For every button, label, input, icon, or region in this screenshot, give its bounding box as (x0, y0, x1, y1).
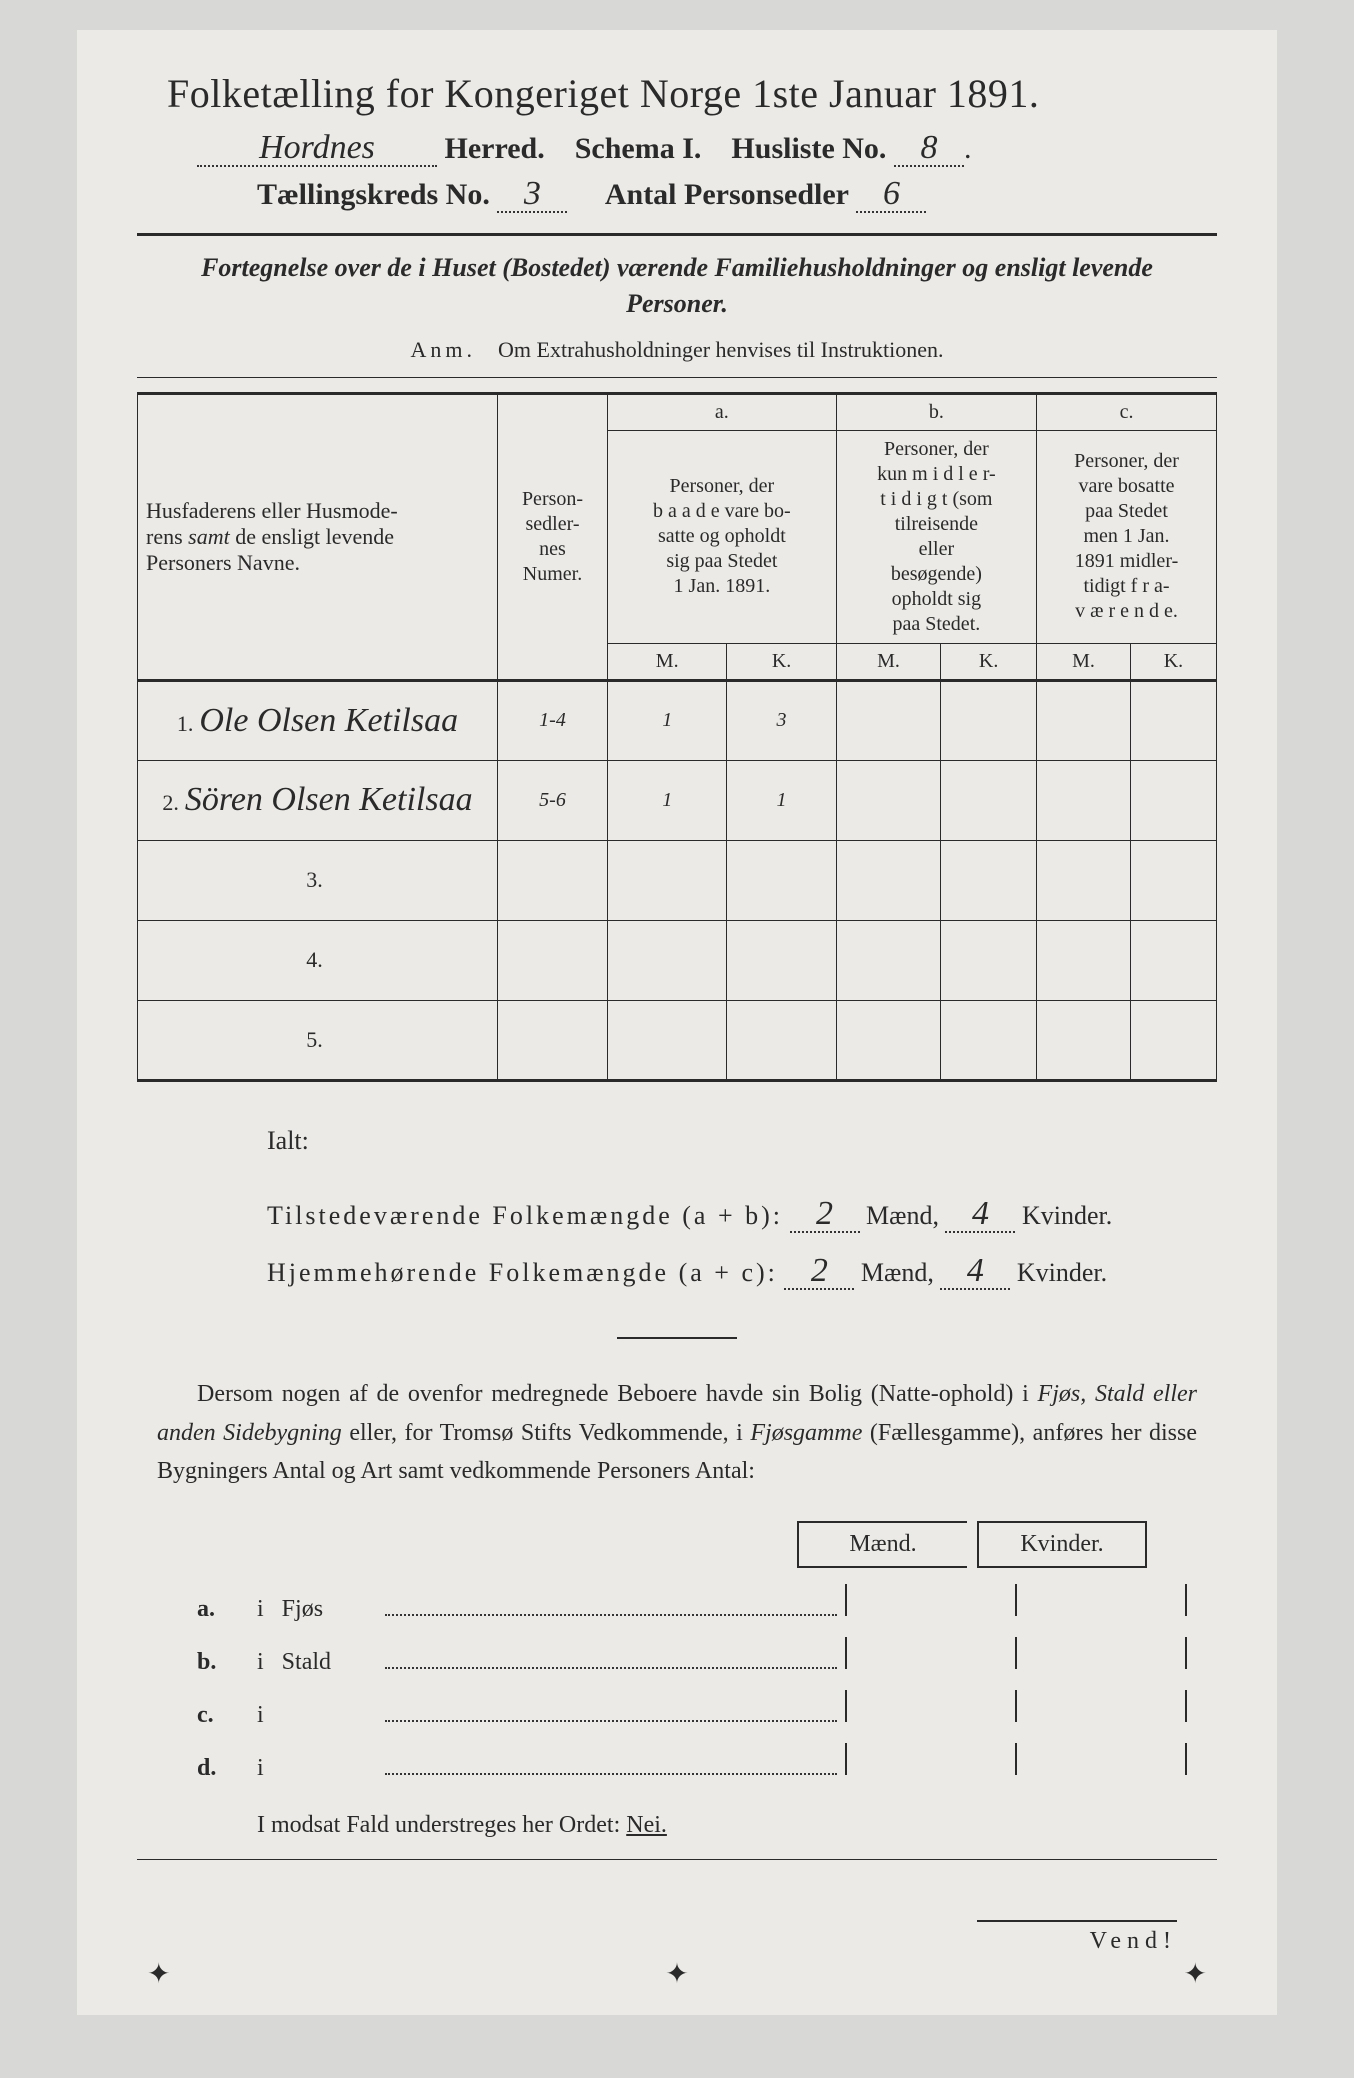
header-row-1: Hordnes Herred. Schema I. Husliste No. 8… (137, 131, 1217, 167)
buildings-section: Mænd. Kvinder. a. i Fjøs b. i Stald c. i… (197, 1521, 1187, 1782)
anm-line: Anm. Om Extrahusholdninger henvises til … (137, 337, 1217, 363)
buildings-header: Mænd. Kvinder. (197, 1521, 1187, 1568)
anm-label: Anm. (411, 337, 477, 362)
th-name: Husfaderens eller Husmode-rens samt de e… (138, 393, 498, 680)
vend-label: Vend! (977, 1920, 1177, 1955)
divider (137, 377, 1217, 378)
building-row: c. i (197, 1690, 1187, 1729)
resident-k: 4 (940, 1254, 1010, 1290)
divider (617, 1337, 737, 1339)
th-a-label: a. (608, 393, 837, 430)
th-m: M. (1037, 643, 1131, 680)
antal-label: Antal Personsedler (605, 178, 849, 211)
registration-marks: ✦ ✦ ✦ (77, 1957, 1277, 1991)
divider (137, 233, 1217, 236)
husliste-label: Husliste No. (731, 132, 886, 165)
nei-line: I modsat Fald understreges her Ordet: Ne… (257, 1812, 1217, 1839)
building-row: a. i Fjøs (197, 1584, 1187, 1623)
nei-word: Nei. (626, 1812, 667, 1838)
header-row-2: Tællingskreds No. 3 Antal Personsedler 6 (137, 177, 1217, 213)
table-row: 3. (138, 840, 1217, 920)
ialt-label: Ialt: (267, 1112, 1217, 1169)
th-c-label: c. (1037, 393, 1217, 430)
husliste-value: 8 (894, 131, 964, 167)
bh-maend: Mænd. (797, 1521, 967, 1568)
th-b-label: b. (836, 393, 1036, 430)
antal-value: 6 (856, 177, 926, 213)
present-m: 2 (790, 1197, 860, 1233)
herred-label: Herred. (445, 132, 545, 165)
form-subtitle: Fortegnelse over de i Huset (Bostedet) v… (177, 250, 1177, 323)
buildings-paragraph: Dersom nogen af de ovenfor medregnede Be… (157, 1375, 1197, 1490)
present-line: Tilstedeværende Folkemængde (a + b): 2 M… (267, 1187, 1217, 1244)
th-m: M. (608, 643, 727, 680)
form-title: Folketælling for Kongeriget Norge 1ste J… (137, 70, 1217, 117)
th-k: K. (1130, 643, 1216, 680)
th-a-text: Personer, derb a a d e vare bo-satte og … (608, 430, 837, 643)
resident-m: 2 (784, 1254, 854, 1290)
divider (137, 1859, 1217, 1860)
th-c-text: Personer, dervare bosattepaa Stedetmen 1… (1037, 430, 1217, 643)
herred-value: Hordnes (197, 131, 437, 167)
th-k: K. (941, 643, 1037, 680)
th-m: M. (836, 643, 941, 680)
building-row: b. i Stald (197, 1637, 1187, 1676)
building-row: d. i (197, 1743, 1187, 1782)
th-b-text: Personer, derkun m i d l e r-t i d i g t… (836, 430, 1036, 643)
table-row: 4. (138, 920, 1217, 1000)
table-row: 2.Sören Olsen Ketilsaa 5-6 1 1 (138, 760, 1217, 840)
anm-text: Om Extrahusholdninger henvises til Instr… (498, 337, 943, 362)
present-k: 4 (945, 1197, 1015, 1233)
schema-label: Schema I. (575, 132, 702, 165)
reg-mark-icon: ✦ (147, 1957, 170, 1991)
census-table: Husfaderens eller Husmode-rens samt de e… (137, 392, 1217, 1082)
th-k: K. (727, 643, 836, 680)
bh-kvinder: Kvinder. (977, 1521, 1147, 1568)
kreds-label: Tællingskreds No. (257, 178, 490, 211)
table-row: 5. (138, 1000, 1217, 1080)
census-form-page: Folketælling for Kongeriget Norge 1ste J… (77, 30, 1277, 2015)
totals-block: Ialt: Tilstedeværende Folkemængde (a + b… (267, 1112, 1217, 1302)
table-row: 1.Ole Olsen Ketilsaa 1-4 1 3 (138, 680, 1217, 760)
reg-mark-icon: ✦ (665, 1957, 688, 1991)
resident-line: Hjemmehørende Folkemængde (a + c): 2 Mæn… (267, 1244, 1217, 1301)
reg-mark-icon: ✦ (1184, 1957, 1207, 1991)
th-num: Person-sedler-nesNumer. (498, 393, 608, 680)
kreds-value: 3 (497, 177, 567, 213)
